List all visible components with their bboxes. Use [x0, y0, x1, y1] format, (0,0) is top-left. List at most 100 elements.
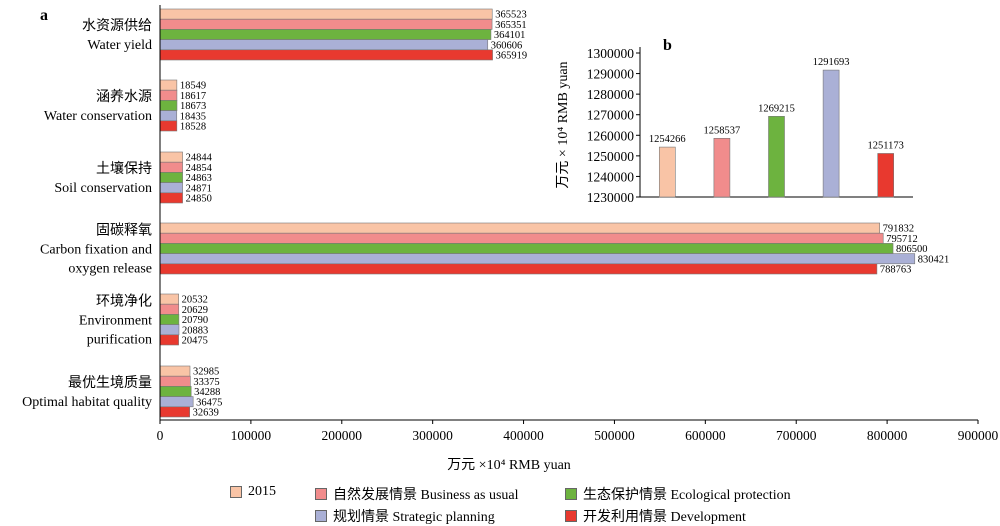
bar: [159, 396, 194, 408]
legend-label: 开发利用情景 Development: [583, 510, 746, 525]
inset-bar-value-label: 1251173: [868, 140, 904, 151]
panel-label-a: a: [40, 7, 48, 24]
inset-bar: [713, 137, 731, 198]
bar-value-label: 788763: [880, 265, 912, 276]
bar: [159, 151, 183, 163]
bar: [159, 303, 180, 315]
bar-value-label: 20475: [182, 336, 208, 347]
inset-y-tick-label: 1250000: [587, 149, 635, 164]
legend-swatch: [565, 510, 577, 522]
bar: [159, 79, 178, 91]
inset-y-tick-label: 1290000: [587, 67, 635, 82]
bar-value-label: 24850: [186, 194, 212, 205]
x-tick-label: 900000: [958, 428, 999, 443]
legend: 2015 自然发展情景 Business as usual 生态保护情景 Eco…: [230, 480, 850, 526]
bar-value-label: 18673: [180, 101, 206, 112]
bar-value-label: 360606: [491, 40, 523, 51]
inset-bar: [877, 153, 895, 198]
bar-value-label: 18528: [180, 122, 206, 133]
legend-item-ecological-protection: 生态保护情景 Ecological protection: [565, 484, 791, 504]
bar-value-label: 24863: [186, 173, 212, 184]
inset-bar: [768, 116, 785, 198]
bar-value-label: 24871: [186, 183, 212, 194]
category-label-en: Optimal habitat quality: [22, 395, 152, 410]
bar-value-label: 365919: [496, 51, 528, 62]
x-tick-label: 700000: [776, 428, 817, 443]
category-label-en: purification: [87, 333, 152, 348]
bar: [159, 172, 183, 183]
x-tick-label: 800000: [867, 428, 908, 443]
bar: [159, 263, 878, 275]
bar-value-label: 20629: [182, 305, 208, 316]
category-label-en: Soil conservation: [54, 181, 152, 196]
x-tick-label: 300000: [412, 428, 453, 443]
bar-value-label: 364101: [494, 30, 526, 41]
bar: [159, 192, 183, 204]
legend-swatch: [565, 488, 577, 500]
inset-y-tick-label: 1230000: [587, 190, 635, 205]
x-tick-label: 400000: [503, 428, 544, 443]
bar: [159, 334, 179, 346]
bar-value-label: 36475: [196, 397, 222, 408]
bar: [159, 324, 180, 336]
bar: [159, 29, 492, 40]
bar: [159, 100, 178, 111]
bar: [159, 49, 493, 61]
x-tick-label: 200000: [322, 428, 363, 443]
legend-item-2015: 2015: [230, 484, 276, 500]
inset-y-tick-label: 1280000: [587, 87, 635, 102]
bar: [159, 365, 191, 377]
panel-label-b: b: [663, 37, 672, 54]
bar-value-label: 365351: [495, 20, 527, 31]
category-label-en: Carbon fixation and: [40, 243, 152, 258]
legend-label: 生态保护情景 Ecological protection: [583, 488, 791, 503]
bar-value-label: 24844: [186, 153, 213, 164]
bar: [159, 182, 183, 194]
inset-bar: [822, 69, 840, 198]
inset-y-tick-label: 1260000: [587, 128, 635, 143]
bar: [159, 406, 190, 418]
legend-label: 2015: [248, 484, 276, 499]
inset-bar-value-label: 1291693: [813, 57, 850, 68]
category-label-en: Water conservation: [44, 109, 152, 124]
legend-swatch: [315, 488, 327, 500]
inset-y-tick-label: 1240000: [587, 169, 635, 184]
bar: [159, 89, 178, 101]
bar-value-label: 20790: [182, 315, 208, 326]
bar: [159, 110, 178, 122]
chart-canvas: a 365523 18549 24844 791832 20532 32985 365351 1…: [22, 5, 999, 473]
bar-value-label: 20532: [182, 295, 208, 306]
category-label-zh: 最优生境质量: [68, 375, 152, 391]
bar: [159, 120, 178, 132]
category-label-en: oxygen release: [68, 262, 152, 277]
bar-value-label: 806500: [896, 244, 928, 255]
bar: [159, 243, 894, 254]
bar: [159, 293, 179, 305]
bar-value-label: 795712: [886, 234, 918, 245]
bar-value-label: 365523: [495, 10, 527, 21]
bar-value-label: 20883: [182, 325, 208, 336]
bar-value-label: 18435: [180, 111, 206, 122]
legend-swatch: [315, 510, 327, 522]
inset-bar: [658, 146, 676, 198]
category-label-zh: 环境净化: [96, 294, 152, 310]
bar-value-label: 18549: [180, 81, 206, 92]
bar-value-label: 34288: [194, 387, 220, 398]
inset-bar-value-label: 1254266: [649, 134, 686, 145]
legend-label: 自然发展情景 Business as usual: [333, 488, 519, 503]
bar-value-label: 830421: [918, 254, 950, 265]
category-label-zh: 土壤保持: [96, 160, 152, 177]
x-tick-label: 500000: [594, 428, 635, 443]
bar: [159, 375, 191, 387]
legend-item-development: 开发利用情景 Development: [565, 506, 746, 526]
x-tick-label: 600000: [685, 428, 726, 443]
bar-value-label: 32985: [193, 367, 219, 378]
legend-label: 规划情景 Strategic planning: [333, 510, 495, 525]
bar: [159, 161, 183, 173]
inset-bar-value-label: 1258537: [704, 125, 741, 136]
category-label-en: Water yield: [87, 38, 152, 53]
bar-value-label: 32639: [193, 408, 219, 419]
bar-value-label: 791832: [883, 224, 915, 235]
inset-bar-value-label: 1269215: [758, 103, 795, 114]
x-tick-label: 100000: [231, 428, 272, 443]
